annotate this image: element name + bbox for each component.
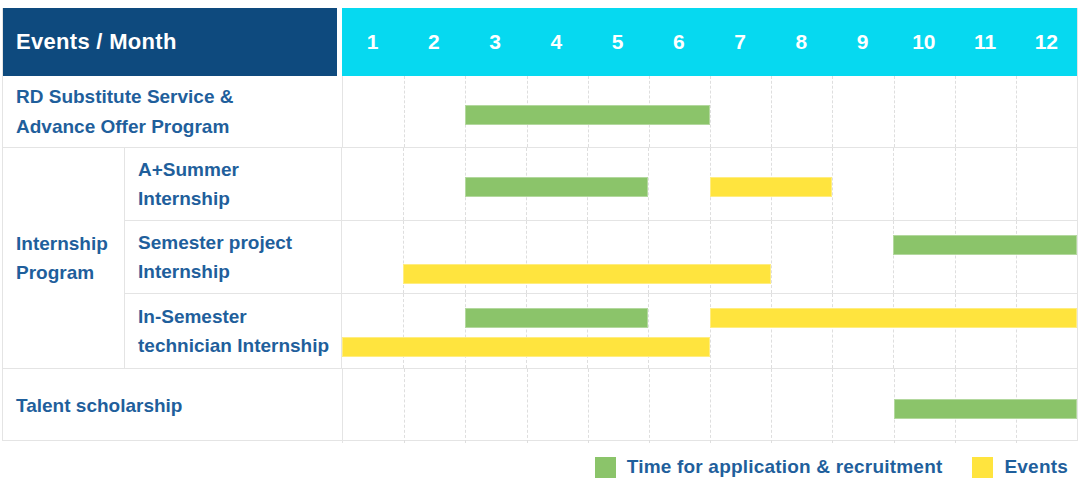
table-body: RD Substitute Service & Advance Offer Pr… bbox=[3, 76, 1077, 443]
event-group: RD Substitute Service & Advance Offer Pr… bbox=[3, 76, 1077, 147]
month-grid-line bbox=[832, 76, 833, 147]
event-group: Internship ProgramA+Summer InternshipSem… bbox=[3, 147, 1077, 368]
month-grid-line bbox=[588, 369, 589, 443]
green-bar-month-3-to-5 bbox=[465, 177, 649, 197]
month-grid-line bbox=[893, 294, 894, 368]
group-label: Internship Program bbox=[3, 148, 125, 368]
yellow-bar-month-2-to-7 bbox=[403, 264, 771, 284]
month-grid-line bbox=[955, 148, 956, 220]
legend-item-green: Time for application & recruitment bbox=[595, 456, 943, 478]
month-grid-line bbox=[893, 221, 894, 293]
month-grid-line bbox=[1016, 148, 1017, 220]
chart-cell bbox=[342, 369, 1077, 443]
yellow-bar-month-7-to-12 bbox=[710, 308, 1078, 328]
month-grid-line bbox=[832, 148, 833, 220]
month-grid-line bbox=[649, 369, 650, 443]
gantt-table: Events / Month 123456789101112 RD Substi… bbox=[2, 8, 1078, 441]
month-tick-5: 5 bbox=[587, 30, 648, 54]
month-grid-line bbox=[893, 148, 894, 220]
month-grid-line bbox=[894, 76, 895, 147]
event-row-label: In-Semester technician Internship bbox=[125, 294, 341, 368]
month-grid-line bbox=[771, 221, 772, 293]
month-tick-8: 8 bbox=[771, 30, 832, 54]
legend-label: Time for application & recruitment bbox=[627, 456, 943, 478]
event-row: A+Summer Internship bbox=[125, 148, 1077, 220]
month-grid-line bbox=[832, 221, 833, 293]
event-row-label: A+Summer Internship bbox=[125, 148, 341, 220]
group-rows: RD Substitute Service & Advance Offer Pr… bbox=[3, 76, 1077, 147]
month-grid-line bbox=[404, 369, 405, 443]
month-grid-line bbox=[527, 369, 528, 443]
event-row-label: Semester project Internship bbox=[125, 221, 341, 293]
event-row-label: Talent scholarship bbox=[3, 369, 342, 443]
month-grid-line bbox=[1016, 221, 1017, 293]
legend-item-yellow: Events bbox=[972, 456, 1068, 478]
month-grid-line bbox=[832, 294, 833, 368]
month-grid-line bbox=[1016, 76, 1017, 147]
table-header-row: Events / Month 123456789101112 bbox=[3, 8, 1077, 76]
month-grid-line bbox=[710, 369, 711, 443]
month-grid-line bbox=[710, 294, 711, 368]
green-swatch-icon bbox=[595, 457, 616, 478]
month-grid-line bbox=[710, 76, 711, 147]
month-grid-line bbox=[465, 369, 466, 443]
event-group: Talent scholarship bbox=[3, 368, 1077, 443]
event-row-label: RD Substitute Service & Advance Offer Pr… bbox=[3, 76, 342, 147]
month-grid-line bbox=[955, 76, 956, 147]
month-tick-2: 2 bbox=[403, 30, 464, 54]
month-tick-6: 6 bbox=[648, 30, 709, 54]
month-tick-7: 7 bbox=[710, 30, 771, 54]
month-tick-11: 11 bbox=[955, 30, 1016, 54]
month-grid-line bbox=[771, 76, 772, 147]
month-tick-4: 4 bbox=[526, 30, 587, 54]
month-grid-line bbox=[771, 294, 772, 368]
event-row: Talent scholarship bbox=[3, 369, 1077, 443]
green-bar-month-3-to-6 bbox=[465, 105, 710, 125]
table-title: Events / Month bbox=[16, 29, 177, 55]
event-row: In-Semester technician Internship bbox=[125, 293, 1077, 368]
month-grid-line bbox=[1016, 294, 1017, 368]
legend: Time for application & recruitment Events bbox=[595, 456, 1068, 478]
chart-cell bbox=[342, 76, 1077, 147]
event-row: RD Substitute Service & Advance Offer Pr… bbox=[3, 76, 1077, 147]
event-row: Semester project Internship bbox=[125, 220, 1077, 293]
group-rows: A+Summer InternshipSemester project Inte… bbox=[125, 148, 1077, 368]
month-tick-12: 12 bbox=[1016, 30, 1077, 54]
month-tick-3: 3 bbox=[465, 30, 526, 54]
header-title-cell: Events / Month bbox=[3, 8, 337, 76]
month-grid-line bbox=[648, 148, 649, 220]
month-grid-line bbox=[955, 221, 956, 293]
month-grid-line bbox=[404, 76, 405, 147]
group-rows: Talent scholarship bbox=[3, 369, 1077, 443]
month-tick-10: 10 bbox=[893, 30, 954, 54]
green-bar-month-3-to-5 bbox=[465, 308, 649, 328]
month-grid-line bbox=[955, 294, 956, 368]
green-bar-month-10-to-12 bbox=[893, 235, 1077, 255]
yellow-swatch-icon bbox=[972, 457, 993, 478]
month-grid-line bbox=[403, 148, 404, 220]
month-grid-line bbox=[771, 369, 772, 443]
month-tick-1: 1 bbox=[342, 30, 403, 54]
month-grid-line bbox=[832, 369, 833, 443]
gantt-schedule-page: Events / Month 123456789101112 RD Substi… bbox=[0, 0, 1080, 494]
legend-label: Events bbox=[1004, 456, 1068, 478]
yellow-bar-month-1-to-6 bbox=[342, 337, 710, 357]
chart-cell bbox=[341, 148, 1077, 220]
month-axis: 123456789101112 bbox=[342, 8, 1077, 76]
month-tick-9: 9 bbox=[832, 30, 893, 54]
green-bar-month-10-to-12 bbox=[894, 399, 1078, 419]
chart-cell bbox=[341, 294, 1077, 368]
chart-cell bbox=[341, 221, 1077, 293]
yellow-bar-month-7-to-8 bbox=[710, 177, 833, 197]
